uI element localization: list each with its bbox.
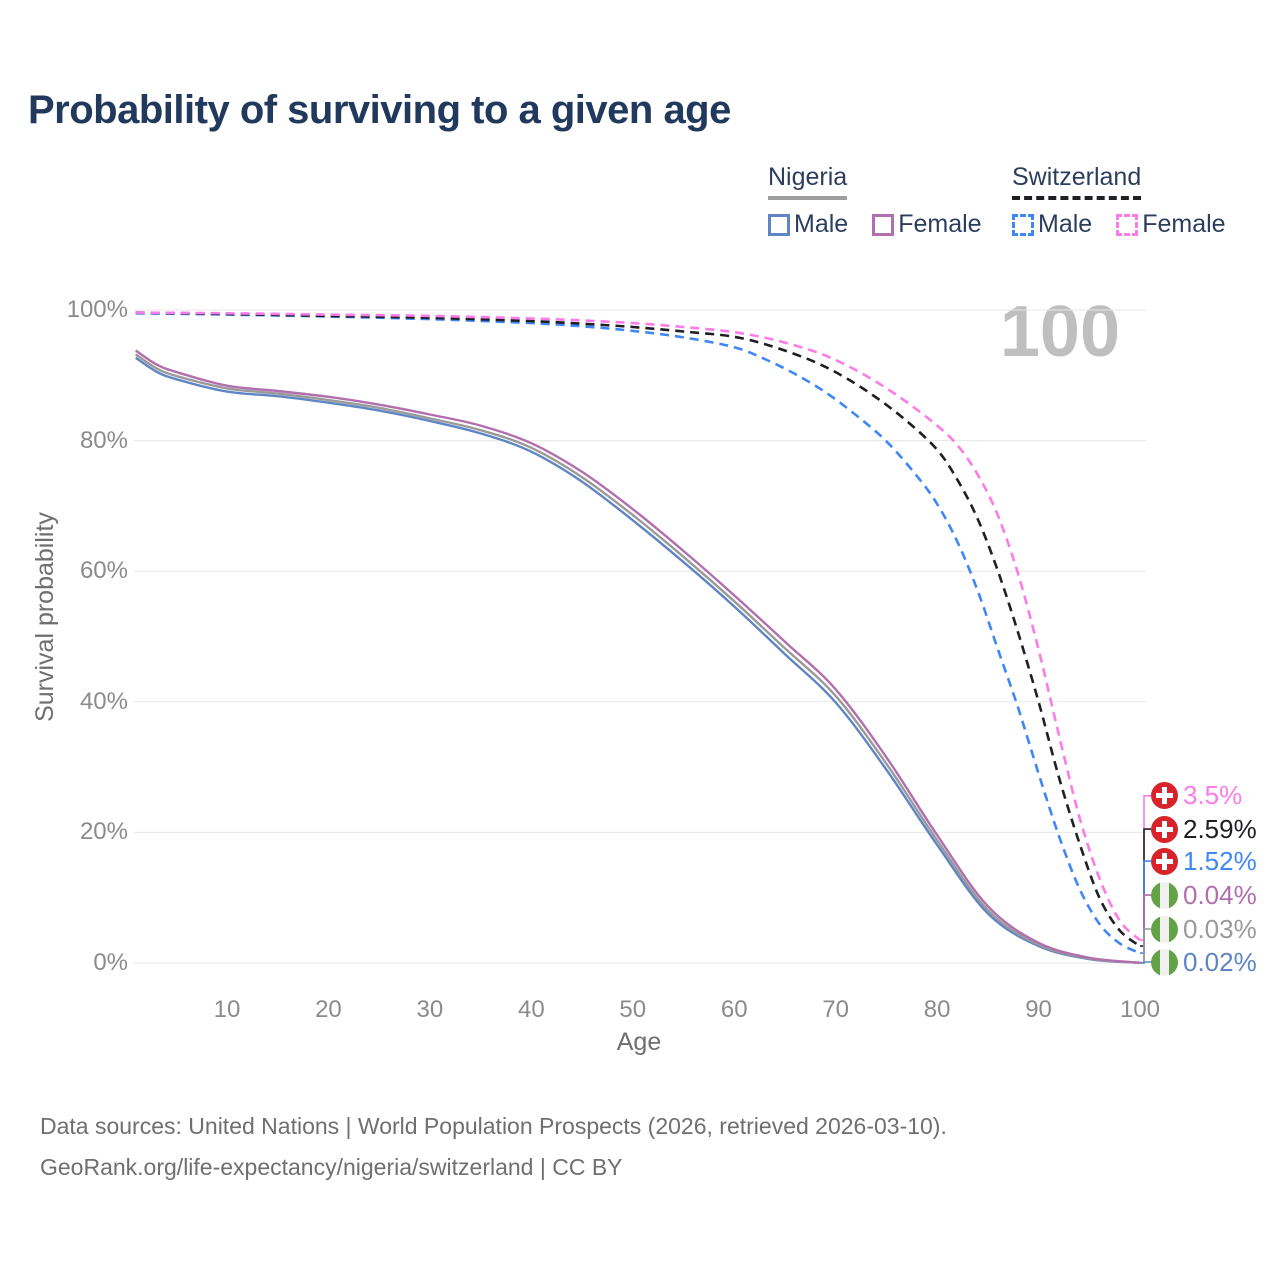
legend-items-nigeria: Male Female	[768, 210, 1006, 239]
data-sources-line: Data sources: United Nations | World Pop…	[40, 1113, 947, 1139]
y-axis-tick-label: 80%	[79, 426, 128, 454]
series-line-switzerland-male[interactable]	[135, 312, 1141, 955]
series-line-nigeria-both-sexes[interactable]	[135, 353, 1141, 964]
legend-item-label: Female	[1142, 210, 1226, 238]
end-label-nigeria-male: 0.02%	[1151, 946, 1257, 977]
legend-country-nigeria: Nigeria	[768, 163, 848, 200]
page-title: Probability of surviving to a given age	[28, 88, 731, 132]
x-axis-tick-label: 20	[315, 996, 342, 1023]
x-axis-title: Age	[616, 1028, 662, 1056]
y-axis-tick-label: 100%	[66, 296, 128, 323]
switzerland-male-swatch-icon	[1012, 213, 1034, 236]
y-axis-tick-label: 40%	[79, 687, 128, 715]
x-axis-tick-label: 90	[1025, 996, 1052, 1023]
x-axis-tick-label: 100	[1119, 996, 1161, 1023]
x-axis-tick-label: 30	[416, 996, 444, 1023]
end-label-nigeria-both-sexes: 0.03%	[1151, 913, 1257, 944]
end-label-value: 1.52%	[1183, 845, 1257, 876]
legend-item-switzerland-female[interactable]: Female	[1116, 210, 1226, 239]
legend-item-label: Female	[898, 210, 982, 238]
y-axis-tick-label: 0%	[93, 949, 128, 976]
end-label-value: 2.59%	[1183, 813, 1257, 844]
nigeria-flag-icon	[1151, 881, 1178, 909]
switzerland-flag-icon	[1151, 847, 1178, 875]
nigeria-male-swatch-icon	[768, 213, 790, 236]
x-axis-tick-label: 60	[720, 996, 748, 1023]
legend-group-switzerland: Switzerland Male Female	[1012, 163, 1250, 239]
legend-item-nigeria-male[interactable]: Male	[768, 210, 848, 239]
series-line-nigeria-male[interactable]	[135, 356, 1141, 965]
switzerland-flag-icon	[1151, 782, 1178, 810]
legend-item-label: Male	[794, 210, 849, 238]
end-label-value: 0.03%	[1183, 913, 1257, 944]
leader-line-switzerland-female	[1140, 795, 1151, 941]
series-line-nigeria-female[interactable]	[135, 349, 1141, 964]
y-axis-tick-label: 60%	[79, 557, 128, 585]
end-label-value: 0.04%	[1183, 879, 1257, 910]
legend-item-nigeria-female[interactable]: Female	[872, 210, 982, 239]
x-axis-tick-label: 80	[923, 996, 951, 1023]
watermark-age-100: 100	[999, 292, 1120, 372]
legend-group-nigeria: Nigeria Male Female	[768, 163, 1006, 239]
legend-country-switzerland: Switzerland	[1012, 163, 1142, 200]
x-axis-tick-label: 40	[517, 996, 545, 1023]
y-axis-tick-label: 20%	[79, 818, 128, 846]
end-label-switzerland-female: 3.5%	[1151, 780, 1243, 811]
footer: Data sources: United Nations | World Pop…	[40, 1106, 947, 1188]
end-label-value: 0.02%	[1183, 946, 1257, 977]
switzerland-female-swatch-icon	[1116, 213, 1139, 236]
x-axis-tick-label: 10	[213, 996, 241, 1023]
leader-line-nigeria-male	[1140, 961, 1151, 964]
x-axis-tick-label: 50	[619, 996, 647, 1023]
end-label-nigeria-female: 0.04%	[1151, 879, 1257, 910]
legend-item-label: Male	[1038, 210, 1093, 238]
end-label-switzerland-both-sexes: 2.59%	[1151, 813, 1257, 844]
switzerland-flag-icon	[1151, 815, 1178, 843]
end-label-switzerland-male: 1.52%	[1151, 845, 1257, 876]
attribution-line: GeoRank.org/life-expectancy/nigeria/swit…	[40, 1154, 623, 1180]
end-label-value: 3.5%	[1183, 780, 1243, 811]
legend-items-switzerland: Male Female	[1012, 210, 1250, 239]
y-axis-title: Survival probability	[31, 512, 59, 722]
nigeria-flag-icon	[1151, 915, 1178, 943]
legend-item-switzerland-male[interactable]: Male	[1012, 210, 1092, 239]
series-line-switzerland-both-sexes[interactable]	[135, 311, 1141, 948]
series-line-switzerland-female[interactable]	[135, 311, 1141, 942]
x-axis-tick-label: 70	[822, 996, 849, 1023]
nigeria-flag-icon	[1151, 948, 1178, 976]
nigeria-female-swatch-icon	[872, 213, 895, 236]
